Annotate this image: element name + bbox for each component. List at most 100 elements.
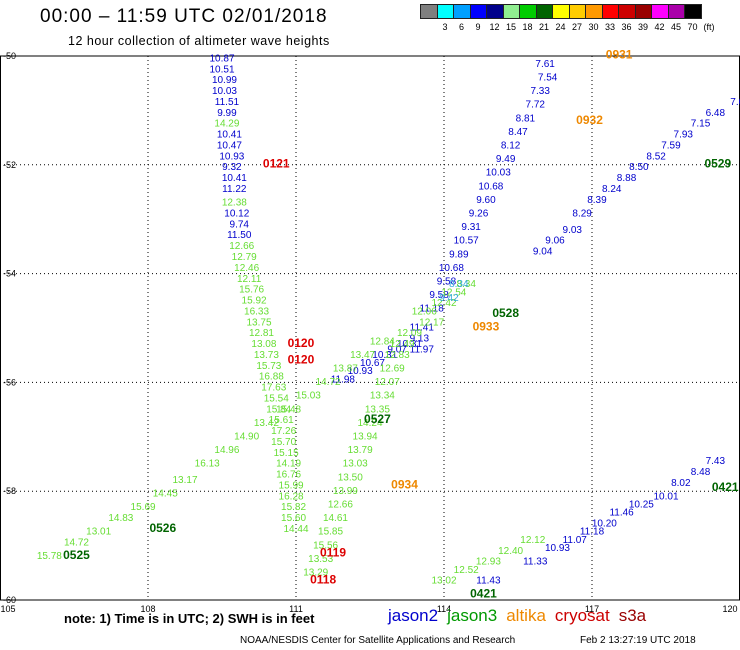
x-tick-label: 111 (289, 604, 303, 614)
generation-timestamp: Feb 2 13:27:19 UTC 2018 (580, 635, 696, 646)
wave-height-label: 9.13 (410, 334, 430, 345)
legend-jason3: jason3 (447, 606, 498, 625)
legend-jason2: jason2 (388, 606, 439, 625)
wave-height-label: 14.96 (214, 445, 239, 456)
wave-height-label: 10.67 (360, 358, 385, 369)
wave-height-label: 12.17 (419, 317, 444, 328)
wave-height-label: 13.53 (308, 554, 333, 565)
wave-height-label: 13.79 (348, 445, 373, 456)
wave-height-label: 12.66 (229, 241, 254, 252)
wave-height-label: 12.38 (222, 198, 247, 209)
wave-height-label: 15.92 (242, 296, 267, 307)
wave-height-label: 13.94 (353, 432, 378, 443)
track-jason2: 10.8710.5110.9910.0311.519.9910.4110.471… (209, 53, 740, 586)
satellite-legend: jason2 jason3 altika cryosat s3a (388, 606, 655, 626)
wave-height-label: 11.18 (420, 304, 445, 315)
wave-height-label: 9.32 (222, 162, 242, 173)
pass-id-label: 0933 (473, 320, 500, 334)
wave-height-label: 15.76 (239, 285, 264, 296)
wave-height-label: 9.06 (545, 236, 565, 247)
color-scale-label: 30 (588, 22, 599, 32)
wave-height-label: 10.51 (209, 64, 234, 75)
color-scale-label: 42 (654, 22, 665, 32)
wave-height-label: 8.50 (629, 162, 649, 173)
wave-height-label: 14.72 (316, 377, 341, 388)
pass-id-label: 0931 (606, 48, 633, 62)
wave-height-label: 7.15 (691, 119, 711, 130)
wave-height-label: 12.79 (232, 252, 257, 263)
pass-id-label: 0527 (364, 412, 391, 426)
wave-height-label: 12.49 (390, 339, 415, 350)
wave-height-label: 15.70 (271, 437, 296, 448)
pass-labels: 0121 0120 0120 0119 0118 0931 0932 0933 0934 0529… (63, 48, 739, 601)
wave-height-label: 9.58 (429, 290, 449, 301)
y-tick-label: -54 (3, 269, 16, 279)
wave-height-label: 11.50 (227, 230, 252, 241)
y-tick-label: -60 (3, 595, 16, 605)
color-scale-label: 3 (442, 22, 448, 32)
wave-height-label: 13.75 (246, 317, 271, 328)
color-scale-label: 21 (538, 22, 550, 32)
pass-id-label: 0526 (149, 521, 176, 535)
wave-height-label: 12.84 (370, 336, 395, 347)
wave-height-label: 10.03 (212, 86, 237, 97)
wave-height-label: 12.42 (431, 298, 456, 309)
wave-height-label: 10.31 (397, 339, 422, 350)
wave-height-label: 14.90 (234, 432, 259, 443)
wave-height-label: 13.02 (431, 576, 456, 587)
wave-height-label: 15.69 (131, 502, 156, 513)
y-tick-label: -50 (3, 51, 16, 61)
color-scale-label: 6 (458, 22, 465, 32)
color-scale-bar (420, 4, 702, 19)
y-tick-label: -56 (3, 377, 16, 387)
wave-height-label: 15.82 (281, 502, 306, 513)
wave-height-label: 13.01 (86, 527, 111, 538)
wave-height-label: 14.45 (153, 489, 178, 500)
wave-height-label: 16.13 (195, 459, 220, 470)
wave-height-label: 8.34 (456, 279, 476, 290)
footnote: note: 1) Time is in UTC; 2) SWH is in fe… (64, 611, 315, 626)
wave-height-label: 9.89 (449, 249, 469, 260)
wave-height-label: 10.93 (545, 543, 570, 554)
color-scale-label: 9 (475, 22, 481, 32)
wave-height-label: 7.43 (706, 456, 726, 467)
color-scale-label: 18 (522, 22, 533, 32)
color-scale-label: 45 (670, 22, 682, 32)
color-scale-label: 15 (505, 22, 517, 32)
y-tick-label: -52 (3, 160, 16, 170)
wave-height-label: 17.63 (261, 383, 286, 394)
pass-id-label: 0120 (288, 336, 315, 350)
wave-height-label: 8.34 (449, 279, 469, 290)
color-swatch (684, 4, 702, 19)
credit-line: NOAA/NESDIS Center for Satellite Applica… (240, 635, 516, 646)
wave-height-label: 10.41 (217, 130, 242, 141)
track-altika: 8.34 9.42 (439, 279, 469, 304)
legend-altika: altika (506, 606, 546, 625)
wave-height-label: 8.39 (587, 195, 607, 206)
wave-height-label: 16.88 (259, 372, 284, 383)
x-tick-label: 117 (585, 604, 599, 614)
wave-height-label: 12.54 (441, 287, 466, 298)
wave-height-label: 10.20 (592, 519, 617, 530)
altimeter-tracks: 10.8710.5110.9910.0311.519.9910.4110.471… (37, 53, 740, 586)
wave-height-label: 15.60 (281, 513, 306, 524)
wave-height-label: 14.72 (64, 538, 89, 549)
wave-height-label: 12.12 (520, 535, 545, 546)
wave-height-label: 15.54 (264, 393, 289, 404)
pass-id-label: 0119 (320, 545, 346, 559)
wave-height-label: 10.25 (629, 500, 654, 511)
wave-height-label: 16.33 (244, 306, 269, 317)
wave-height-label: 9.26 (469, 208, 489, 219)
wave-height-label: 11.33 (523, 557, 548, 568)
wave-height-label: 13.73 (254, 350, 279, 361)
wave-height-label: 12.06 (412, 306, 437, 317)
wave-height-label: 15.84 (266, 404, 291, 415)
wave-height-label: 15.61 (269, 415, 294, 426)
color-scale-label: 70 (687, 22, 698, 32)
wave-height-label: 13.03 (343, 459, 368, 470)
wave-height-label: 10.01 (653, 491, 678, 502)
wave-height-label: 10.68 (478, 181, 503, 192)
wave-height-label: 9.74 (230, 219, 250, 230)
wave-height-label: 15.99 (279, 480, 304, 491)
